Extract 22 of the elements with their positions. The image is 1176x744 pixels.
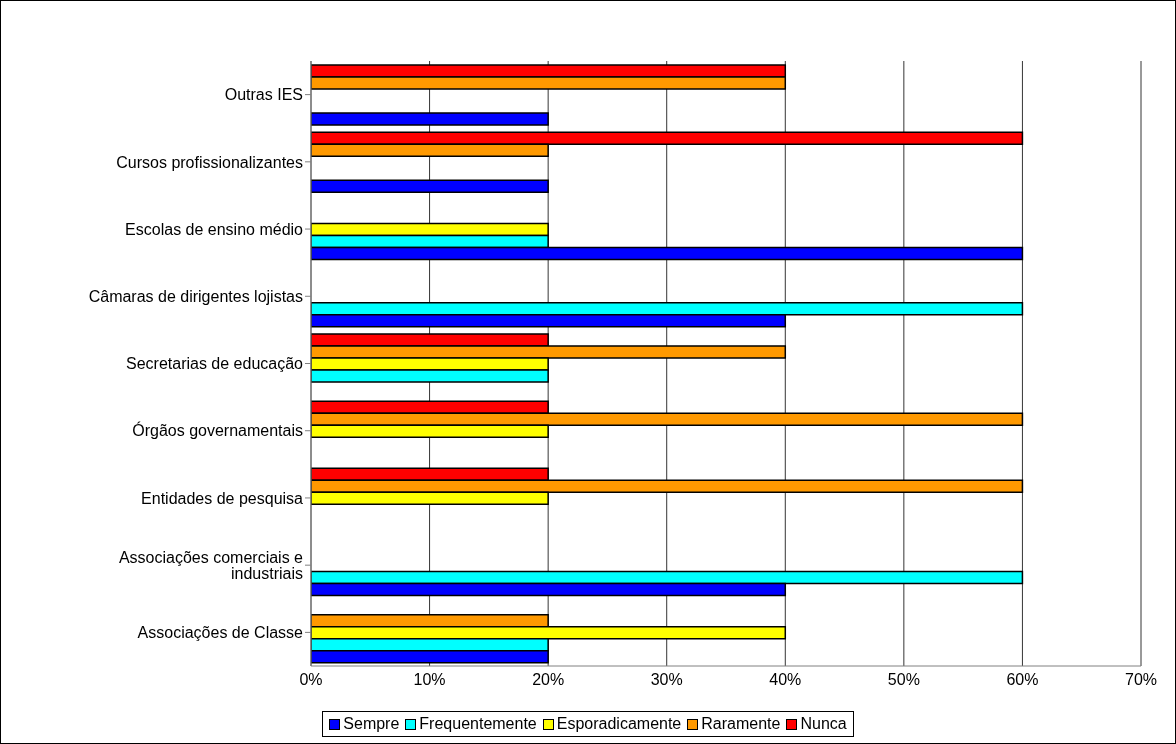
- y-tick-label: Outras IES: [224, 86, 303, 104]
- legend-label: Frequentemente: [419, 715, 537, 733]
- y-tick-label: Secretarias de educação: [126, 355, 304, 373]
- y-tick-label: Escolas de ensino médio: [125, 220, 304, 238]
- y-tick-label: Câmaras de dirigentes lojistas: [88, 287, 303, 305]
- y-tick-label: Entidades de pesquisa: [141, 489, 304, 507]
- legend-label: Raramente: [701, 715, 781, 733]
- y-tick-label: Cursos profissionalizantes: [116, 153, 303, 171]
- y-tick-label: Órgãos governamentais: [132, 421, 303, 440]
- x-tick-label: 0%: [299, 671, 323, 689]
- y-tick-label: Associações de Classe: [137, 624, 304, 642]
- legend-label: Nunca: [800, 715, 847, 733]
- legend-label: Esporadicamente: [556, 715, 682, 733]
- x-tick-label: 70%: [1124, 671, 1158, 689]
- x-tick-label: 30%: [650, 671, 683, 689]
- y-tick-label: Associações comerciais e industriais: [118, 548, 304, 582]
- x-tick-label: 10%: [413, 671, 446, 689]
- x-tick-label: 40%: [769, 671, 802, 689]
- legend-label: Sempre: [343, 715, 400, 733]
- x-tick-label: 60%: [1006, 671, 1039, 689]
- x-tick-label: 50%: [887, 671, 920, 689]
- x-tick-label: 20%: [532, 671, 565, 689]
